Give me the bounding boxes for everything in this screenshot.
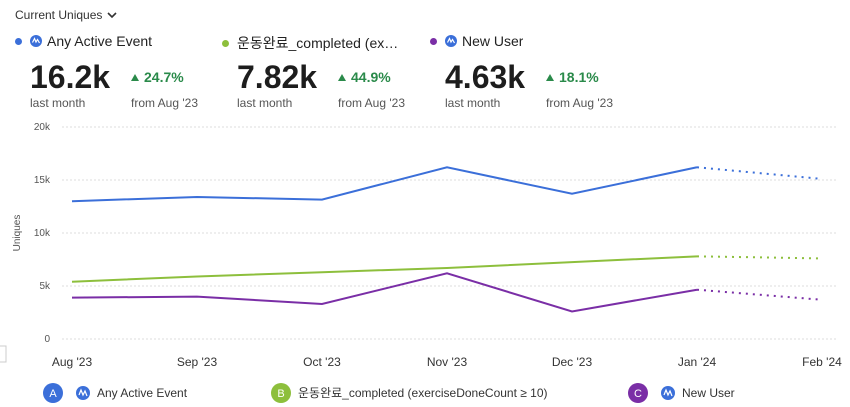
summary-change: 24.7% <box>131 69 184 85</box>
series-name-text: 운동완료_completed (exerciseDoneCount ≥ 10) <box>237 35 402 51</box>
summary-value: 4.63k <box>445 59 526 95</box>
summary-card: New User 4.63k last month 18.1% from Aug '23 <box>430 33 630 113</box>
summary-compare: from Aug '23 <box>338 96 405 110</box>
summary-card: Any Active Event 16.2k last month 24.7% from… <box>15 33 215 113</box>
x-tick-label: Oct '23 <box>303 355 341 369</box>
series-dot <box>15 37 22 45</box>
series-line-projected <box>696 255 823 260</box>
y-tick-label: 0 <box>44 334 50 345</box>
summary-change-text: 44.9% <box>351 69 391 85</box>
up-arrow <box>131 73 139 81</box>
series-name: New User <box>430 33 630 49</box>
series-name-text: Any Active Event <box>47 33 153 49</box>
legend-letter: B <box>277 388 284 400</box>
scroll-handle[interactable] <box>0 345 7 363</box>
legend-label: Any Active Event <box>97 386 188 400</box>
legend-badge <box>271 383 291 403</box>
series-line <box>71 166 698 203</box>
event-icon <box>30 35 42 47</box>
summary-change: 18.1% <box>546 69 599 85</box>
series-line-projected <box>696 288 823 301</box>
y-tick-label: 10k <box>34 228 51 239</box>
legend-badge <box>628 383 648 403</box>
series-dot <box>222 39 229 47</box>
legend-letter: C <box>634 388 642 400</box>
x-tick-label: Aug '23 <box>52 355 93 369</box>
summary-card: 운동완료_completed (exerciseDoneCount ≥ 10) 7… <box>222 33 422 113</box>
series-dot <box>430 37 437 45</box>
legend-letter: A <box>49 388 57 400</box>
legend-label: New User <box>682 386 735 400</box>
y-tick-label: 5k <box>39 281 51 292</box>
x-tick-label: Nov '23 <box>427 355 468 369</box>
legend-icon-wave <box>78 388 88 397</box>
y-axis-label: Uniques <box>12 215 23 252</box>
y-tick-label: 20k <box>34 122 51 133</box>
legend-icon <box>661 386 675 400</box>
legend-badge <box>43 383 63 403</box>
header-title: Current Uniques <box>15 8 103 22</box>
summary-period: last month <box>30 96 86 110</box>
series-line <box>71 255 698 283</box>
series-name-text: New User <box>462 33 524 49</box>
series-name: 운동완료_completed (exerciseDoneCount ≥ 10) <box>222 33 422 53</box>
up-arrow <box>546 73 554 81</box>
summary-change-text: 18.1% <box>559 69 599 85</box>
legend-label: 운동완료_completed (exerciseDoneCount ≥ 10) <box>298 386 548 400</box>
metric-selector[interactable]: Current Uniques <box>15 8 117 22</box>
summary-period: last month <box>445 96 501 110</box>
summary-compare: from Aug '23 <box>131 96 198 110</box>
y-tick-label: 15k <box>34 175 51 186</box>
summary-change-text: 24.7% <box>144 69 184 85</box>
up-arrow <box>338 73 346 81</box>
summary-change: 44.9% <box>338 69 391 85</box>
x-tick-label: Jan '24 <box>678 355 717 369</box>
summary-period: last month <box>237 96 293 110</box>
summary-value: 7.82k <box>237 59 318 95</box>
series-name: Any Active Event <box>15 33 215 49</box>
x-tick-label: Feb '24 <box>802 355 842 369</box>
x-tick-label: Dec '23 <box>552 355 593 369</box>
event-icon <box>445 35 457 47</box>
summary-compare: from Aug '23 <box>546 96 613 110</box>
series-line-projected <box>696 166 823 180</box>
legend-icon <box>76 386 90 400</box>
series-line <box>71 272 698 313</box>
chevron <box>107 12 117 19</box>
summary-value: 16.2k <box>30 59 111 95</box>
legend-icon-wave <box>663 388 673 397</box>
x-tick-label: Sep '23 <box>177 355 218 369</box>
